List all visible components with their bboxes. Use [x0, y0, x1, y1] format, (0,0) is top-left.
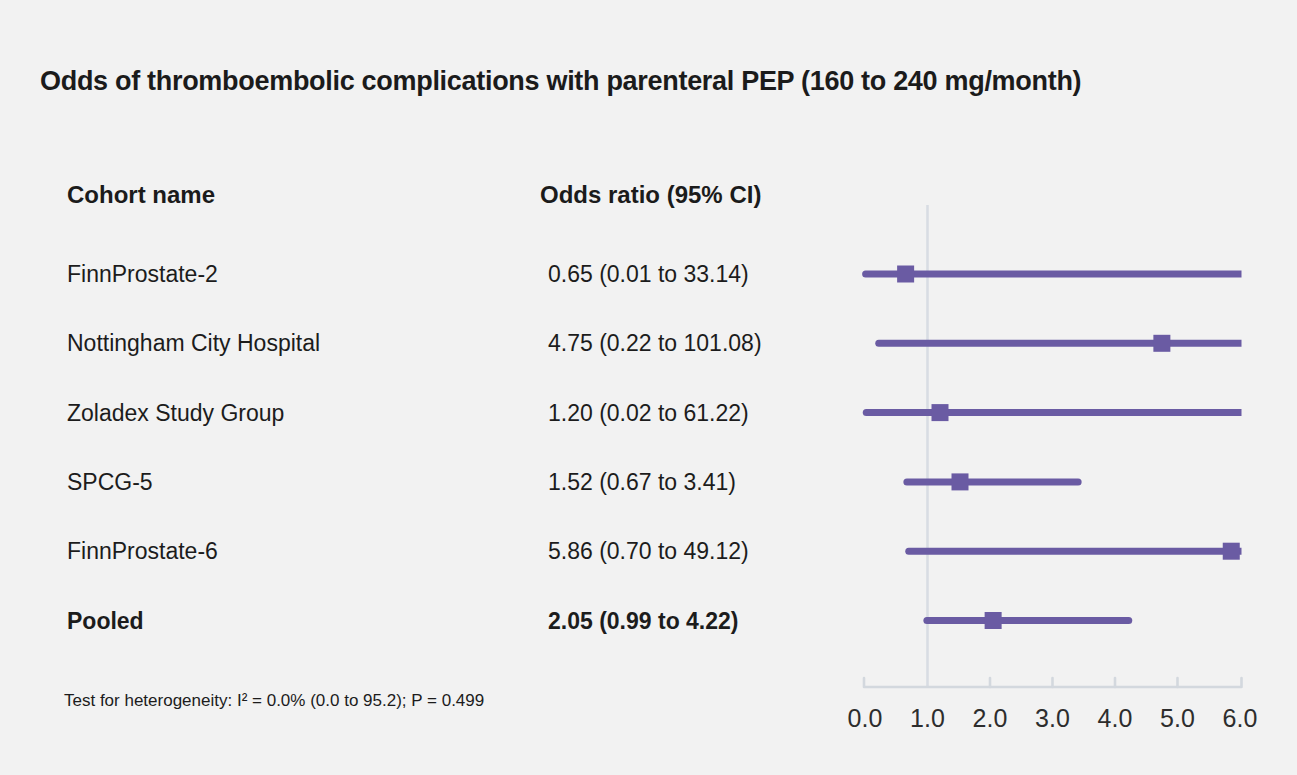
- x-tick-label: 4.0: [1098, 704, 1133, 732]
- x-tick-label: 6.0: [1223, 704, 1258, 732]
- x-tick-label: 1.0: [910, 704, 945, 732]
- x-tick-label: 3.0: [1035, 704, 1070, 732]
- x-tick-label: 5.0: [1160, 704, 1195, 732]
- odds-ratio-marker: [985, 612, 1002, 629]
- x-tick-label: 2.0: [973, 704, 1008, 732]
- forest-plot-figure: Odds of thromboembolic complications wit…: [0, 0, 1297, 775]
- forest-plot-area: 0.0 1.0 2.0 3.0 4.0 5.0 6.0: [0, 0, 1297, 775]
- odds-ratio-marker: [932, 404, 949, 421]
- odds-ratio-marker: [952, 473, 969, 490]
- odds-ratio-marker: [897, 266, 914, 283]
- odds-ratio-marker: [1223, 543, 1240, 560]
- odds-ratio-marker: [1153, 335, 1170, 352]
- x-tick-label: 0.0: [848, 704, 883, 732]
- heterogeneity-footnote: Test for heterogeneity: I² = 0.0% (0.0 t…: [64, 691, 484, 711]
